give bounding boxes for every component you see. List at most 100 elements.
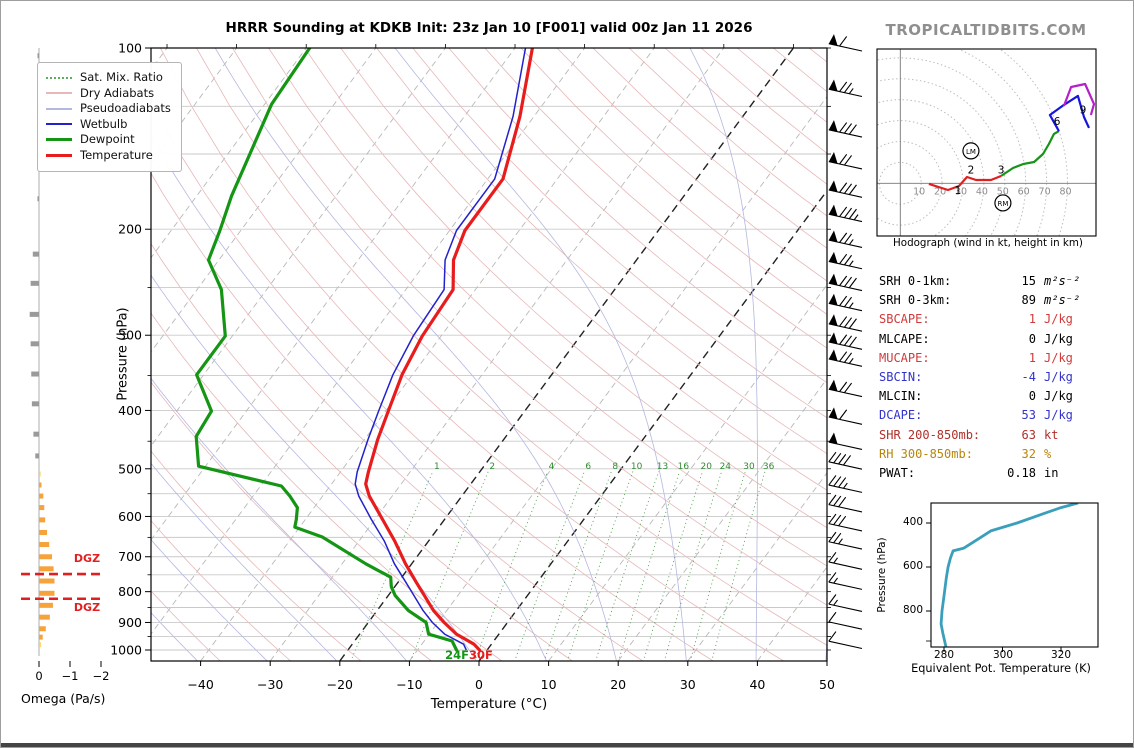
omega-bar xyxy=(39,578,55,584)
mixing-ratio-lines: 1 2 4 6 8 10 13 16 20 24 30 36 xyxy=(350,462,775,661)
stat-unit: J/kg xyxy=(1044,331,1073,346)
hodograph-height-label: 6 xyxy=(1054,116,1061,128)
hodograph-marker-label: RM xyxy=(997,200,1008,208)
omega-bar xyxy=(39,590,55,596)
dewpoint-line-icon xyxy=(46,138,72,142)
stat-label: SBCAPE: xyxy=(879,312,930,327)
stat-unit: m²s⁻² xyxy=(1044,274,1081,288)
stat-label: SHR 200-850mb: xyxy=(879,427,981,442)
stat-unit: J/kg xyxy=(1044,389,1073,404)
pressure-tick-label: 700 xyxy=(118,549,142,564)
pressure-tick-label: 600 xyxy=(118,509,142,524)
temperature-tick-label: 40 xyxy=(749,677,765,692)
stat-row-dcape: DCAPE: 53 J/kg xyxy=(879,406,1080,425)
omega-bar xyxy=(31,371,39,377)
stat-unit: % xyxy=(1044,446,1052,461)
hodograph-marker-lm xyxy=(962,142,980,160)
pressure-axis-label: Pressure (hPa) xyxy=(115,307,131,401)
temperature-axis-label: Temperature (°C) xyxy=(430,696,548,712)
omega-tick-label: −2 xyxy=(92,669,110,683)
wind-barb xyxy=(828,314,863,332)
hodograph-ring-label: 20 xyxy=(934,186,946,197)
omega-bar xyxy=(39,505,45,511)
omega-bar xyxy=(39,471,41,477)
pseudoadiabat-lines xyxy=(151,48,827,661)
stat-row-mlcin: MLCIN: 0 J/kg xyxy=(879,387,1080,406)
wind-barb xyxy=(828,379,863,398)
stat-label: MLCIN: xyxy=(879,389,923,404)
stat-row-srh-0-1km: SRH 0-1km: 15 m²s⁻² xyxy=(879,272,1080,291)
omega-bar xyxy=(39,566,54,572)
wind-barb xyxy=(828,79,863,98)
pressure-tick-label: 100 xyxy=(118,41,142,56)
wind-barb xyxy=(828,204,863,223)
omega-bar xyxy=(39,482,42,488)
temperature-tick-label: 20 xyxy=(610,677,626,692)
stat-value: 1 xyxy=(1028,350,1036,365)
hodograph-trace-purple_9km_plus xyxy=(1062,82,1096,116)
hodograph-trace-green_3_6km xyxy=(1000,130,1060,177)
wind-barb xyxy=(828,451,863,470)
pressure-tick-label: 400 xyxy=(118,403,142,418)
omega-bar xyxy=(39,530,48,536)
legend-item-temperature: Temperature xyxy=(46,148,171,164)
temperature-line-icon xyxy=(46,153,72,157)
hodograph-ring-label: 40 xyxy=(976,186,988,197)
hodograph-caption: Hodograph (wind in kt, height in km) xyxy=(893,237,1083,249)
wind-barb xyxy=(828,332,863,350)
omega-tick-label: 0 xyxy=(35,669,43,683)
omega-bar xyxy=(37,196,39,202)
stat-unit: J/kg xyxy=(1044,408,1073,423)
wind-barb-column xyxy=(828,34,863,650)
hodograph-marker-label: LM xyxy=(966,148,976,156)
omega-tick-label: −1 xyxy=(61,669,79,683)
dry-adiabat-lines xyxy=(151,48,827,661)
hodograph-marker-rm xyxy=(994,194,1012,212)
dry-adiabat-line-icon xyxy=(46,92,72,95)
wind-barb xyxy=(828,494,863,513)
legend-label: Temperature xyxy=(80,147,153,162)
mixing-ratio-label: 1 xyxy=(434,462,440,472)
omega-bar xyxy=(30,280,39,286)
wind-barb xyxy=(828,432,863,450)
omega-bar xyxy=(37,53,39,59)
stat-row-pwat: PWAT: 0.18 in xyxy=(879,464,1080,483)
legend-item-sat-mix-ratio: Sat. Mix. Ratio xyxy=(46,70,171,86)
stat-unit: kt xyxy=(1044,427,1059,442)
omega-bar xyxy=(39,614,50,620)
legend-label: Sat. Mix. Ratio xyxy=(80,70,163,84)
stat-value: -4 xyxy=(1021,369,1036,384)
hodograph-ring-label: 70 xyxy=(1039,186,1051,197)
wind-barb xyxy=(828,230,863,248)
omega-bar xyxy=(39,542,50,548)
stat-value: 0 xyxy=(1028,389,1036,404)
stat-value: 89 xyxy=(1021,293,1036,308)
wind-barb xyxy=(828,475,863,493)
theta-e-curve xyxy=(939,503,1079,647)
temperature-tick-label: −40 xyxy=(187,677,213,692)
wetbulb-curve xyxy=(354,48,527,651)
wetbulb-line-icon xyxy=(46,123,72,126)
wind-barb xyxy=(828,180,863,198)
wind-barb xyxy=(828,552,863,570)
legend-item-wetbulb: Wetbulb xyxy=(46,117,171,133)
dgz-upper-label: DGZ xyxy=(73,552,101,565)
wind-barb xyxy=(828,611,863,630)
hodograph-trace-red_0_3km xyxy=(928,174,1002,192)
stat-label: DCAPE: xyxy=(879,408,923,423)
stat-unit: J/kg xyxy=(1044,312,1073,327)
omega-bar xyxy=(30,341,39,347)
hodograph-ring-label: 50 xyxy=(997,186,1009,197)
omega-bar xyxy=(35,453,39,459)
wind-barb xyxy=(828,34,863,52)
stat-value: 15 xyxy=(1021,274,1036,288)
stat-label: SRH 0-3km: xyxy=(879,293,952,308)
sat-mix-ratio-line-icon xyxy=(46,76,72,79)
omega-axis-label: Omega (Pa/s) xyxy=(21,691,106,706)
hodograph-ring-label: 60 xyxy=(1018,186,1030,197)
pressure-tick-label: 300 xyxy=(118,328,142,343)
temperature-tick-label: −30 xyxy=(257,677,283,692)
theta-e-ytick-label: 800 xyxy=(902,604,923,616)
